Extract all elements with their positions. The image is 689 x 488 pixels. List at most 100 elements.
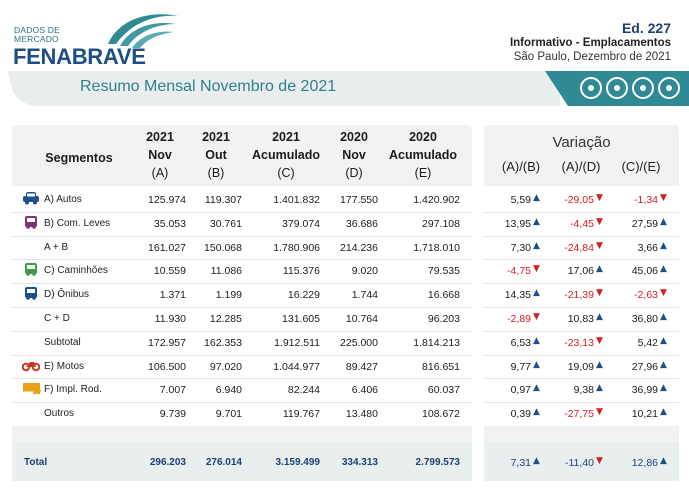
table-cell: 13.480 bbox=[345, 408, 378, 421]
row-divider bbox=[484, 235, 679, 237]
table-cell: 16.229 bbox=[287, 289, 320, 302]
arrow-down-icon: ▼ bbox=[596, 407, 603, 418]
col-header-d: 2020 Nov (D) bbox=[340, 130, 368, 180]
arrow-down-icon: ▼ bbox=[596, 288, 603, 299]
variation-header-ad: (A)/(D) bbox=[561, 159, 601, 174]
variation-value: 7,30 bbox=[510, 241, 531, 254]
table-cell: 115.376 bbox=[282, 265, 320, 278]
variation-value: 0,39 bbox=[510, 408, 531, 421]
arrow-up-icon: ▲ bbox=[596, 264, 603, 275]
segment-label: C) Caminhões bbox=[44, 265, 108, 277]
logo-line-1: DADOS DE bbox=[14, 25, 60, 35]
arrow-up-icon: ▲ bbox=[596, 312, 603, 322]
variation-value: 3,66 bbox=[637, 241, 658, 254]
arrow-up-icon: ▲ bbox=[533, 359, 540, 370]
truck-icon bbox=[22, 261, 40, 277]
row-divider bbox=[12, 378, 472, 380]
row-divider bbox=[484, 307, 679, 308]
variation-value: -4,75 bbox=[507, 265, 531, 278]
row-divider bbox=[12, 235, 472, 237]
variation-value: 36,80 bbox=[631, 313, 658, 325]
table-cell: 106.500 bbox=[148, 360, 186, 373]
segment-label: A) Autos bbox=[44, 194, 82, 205]
table-cell: 119.307 bbox=[204, 194, 242, 206]
table-cell: 10.764 bbox=[345, 313, 378, 325]
total-label: Total bbox=[24, 457, 48, 468]
arrow-up-icon: ▲ bbox=[533, 216, 540, 227]
total-cell: 296.203 bbox=[149, 457, 186, 468]
table-cell: 1.401.832 bbox=[273, 194, 320, 206]
row-divider bbox=[12, 307, 472, 308]
logo-wordmark: FENABRAVE bbox=[13, 44, 146, 69]
col-header-a: 2021 Nov (A) bbox=[146, 130, 174, 180]
table-cell: 36.686 bbox=[345, 217, 378, 230]
arrow-up-icon: ▲ bbox=[533, 335, 540, 346]
edition-number: Ed. 227 bbox=[621, 20, 671, 36]
table-cell: 35.053 bbox=[153, 217, 186, 230]
table-cell: 9.701 bbox=[215, 408, 242, 421]
table-cell: 172.957 bbox=[148, 336, 186, 349]
table-cell: 1.780.906 bbox=[273, 241, 320, 254]
variation-value: -4,45 bbox=[570, 217, 594, 230]
table-cell: 177.550 bbox=[340, 194, 378, 206]
total-cell: 334.313 bbox=[341, 457, 378, 468]
arrow-up-icon: ▲ bbox=[660, 383, 667, 394]
table-cell: 214.236 bbox=[340, 241, 378, 254]
row-divider bbox=[12, 402, 472, 404]
variation-value: -24,84 bbox=[564, 241, 594, 254]
report-subtitle: Informativo - Emplacamentos bbox=[509, 37, 671, 49]
arrow-up-icon: ▲ bbox=[533, 383, 540, 394]
variation-value: -21,39 bbox=[564, 289, 594, 302]
variation-value: 13,95 bbox=[504, 217, 531, 230]
variation-value: 19,09 bbox=[567, 360, 594, 373]
row-divider bbox=[484, 211, 679, 213]
variation-header-ce: (C)/(E) bbox=[621, 159, 661, 174]
arrow-up-icon: ▲ bbox=[596, 359, 603, 370]
banner-title: Resumo Mensal Novembro de 2021 bbox=[80, 78, 337, 95]
row-divider bbox=[12, 259, 472, 261]
col-header-e: 2020 Acumulado (E) bbox=[388, 130, 458, 180]
variation-value: 9,38 bbox=[573, 384, 594, 397]
wheel-icon bbox=[658, 77, 680, 99]
total-cell: 276.014 bbox=[205, 457, 242, 468]
table-cell: 161.027 bbox=[148, 241, 186, 254]
table-cell: 10.559 bbox=[153, 265, 186, 278]
table-cell: 11.930 bbox=[154, 313, 186, 325]
city-date: São Paulo, Dezembro de 2021 bbox=[513, 51, 671, 63]
arrow-up-icon: ▲ bbox=[660, 335, 667, 346]
table-cell: 6.406 bbox=[351, 384, 378, 397]
row-divider bbox=[484, 330, 679, 332]
table-cell: 816.651 bbox=[422, 360, 460, 373]
variation-title: Variação bbox=[552, 134, 611, 151]
variation-value: 10,21 bbox=[631, 408, 658, 421]
variation-value: -11,40 bbox=[565, 457, 594, 469]
row-divider bbox=[484, 378, 679, 380]
van-icon bbox=[22, 214, 40, 229]
table-cell: 225.000 bbox=[340, 336, 378, 349]
segment-label: Outros bbox=[44, 408, 75, 420]
table-cell: 96.203 bbox=[427, 313, 460, 325]
col-header-b: 2021 Out (B) bbox=[202, 130, 230, 180]
table-cell: 1.814.213 bbox=[413, 336, 460, 349]
row-divider bbox=[12, 211, 472, 213]
segment-label: A + B bbox=[44, 241, 69, 253]
table-cell: 12.285 bbox=[209, 313, 242, 325]
total-cell: 2.799.573 bbox=[415, 457, 461, 468]
variation-value: -1,34 bbox=[634, 194, 658, 206]
arrow-down-icon: ▼ bbox=[660, 193, 667, 203]
variation-value: 10,83 bbox=[567, 313, 594, 325]
arrow-down-icon: ▼ bbox=[533, 312, 540, 322]
row-divider bbox=[484, 402, 679, 404]
table-cell: 79.535 bbox=[427, 265, 460, 278]
segment-label: E) Motos bbox=[44, 360, 85, 372]
total-variation-bg bbox=[484, 442, 679, 481]
row-divider bbox=[12, 354, 472, 356]
variation-value: 12,86 bbox=[631, 457, 658, 469]
total-row-bg bbox=[12, 442, 472, 481]
arrow-up-icon: ▲ bbox=[660, 216, 667, 227]
wheel-icon bbox=[606, 77, 628, 99]
segment-label: D) Ônibus bbox=[44, 289, 90, 301]
arrow-up-icon: ▲ bbox=[533, 193, 540, 203]
variation-value: -23,13 bbox=[564, 336, 594, 349]
table-cell: 11.086 bbox=[210, 265, 242, 278]
